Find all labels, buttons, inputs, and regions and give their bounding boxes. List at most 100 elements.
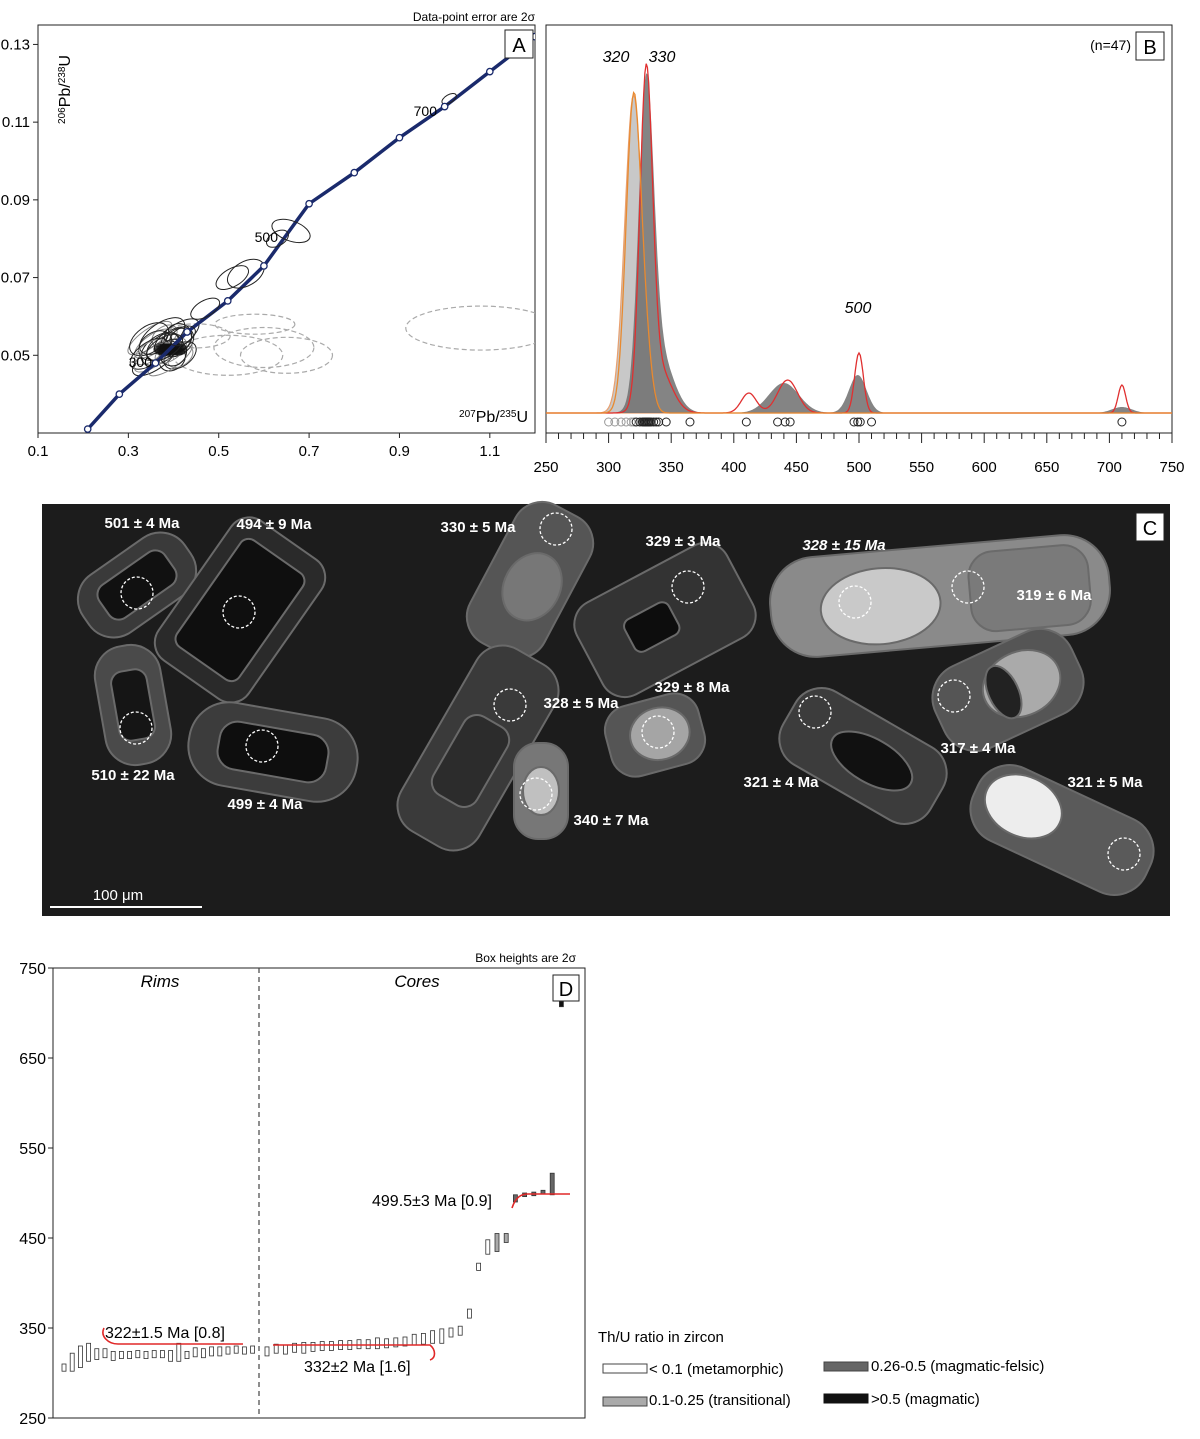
age-box	[439, 1328, 445, 1344]
concordant-ellipse	[271, 218, 311, 244]
age-dot	[685, 417, 695, 427]
mean-label-rims: 322±1.5 Ma [0.8]	[105, 1325, 225, 1342]
age-box	[233, 1345, 239, 1354]
sample-count: (n=47)	[1090, 37, 1131, 53]
mean-label-500: 499.5±3 Ma [0.9]	[372, 1193, 492, 1210]
panel-b: 250 300 350 400 450 500 550 600 650 700 750 320 33…	[533, 24, 1185, 476]
analysis-spot	[245, 729, 279, 763]
age-label-494: 494 ± 9 Ma	[237, 516, 313, 533]
age-box	[549, 1172, 555, 1196]
legend-label-magmatic: >0.5 (magmatic)	[871, 1391, 980, 1408]
cores-label: Cores	[394, 972, 440, 991]
x-tick-label: 300	[596, 459, 621, 476]
analysis-spot	[641, 715, 675, 749]
panel-b-letter: B	[1143, 37, 1156, 59]
age-box	[559, 1000, 564, 1008]
age-dot	[616, 417, 626, 427]
age-dot	[629, 417, 639, 427]
analysis-spot	[493, 688, 527, 722]
analysis-spot	[119, 711, 153, 745]
y-tick-label: 450	[19, 1231, 46, 1248]
concordia-marker	[260, 262, 268, 270]
peak-label-320: 320	[603, 49, 630, 66]
legend-swatch-felsic	[823, 1361, 869, 1372]
age-box	[466, 1308, 472, 1319]
y-tick-label: 0.07	[1, 270, 30, 287]
age-dot	[780, 417, 790, 427]
concordant-ellipse	[169, 325, 196, 347]
age-box	[209, 1346, 215, 1357]
concordia-marker	[440, 102, 449, 111]
legend-label-transitional: 0.1-0.25 (transitional)	[649, 1392, 791, 1409]
age-box	[119, 1351, 124, 1360]
concordia-marker	[223, 297, 232, 305]
age-box	[200, 1348, 206, 1359]
panel-c-letter-box	[1135, 512, 1165, 542]
x-tick-label: 700	[1097, 459, 1122, 476]
y-tick-label: 750	[19, 961, 46, 978]
panel-a: Data-point error are 2σ 0.1 0.3 0.5 0.7 0.9 1…	[1, 10, 536, 460]
age-box	[192, 1347, 198, 1358]
legend-title: Th/U ratio in zircon	[598, 1329, 724, 1346]
age-box	[393, 1337, 399, 1348]
zircon-grains	[76, 500, 1155, 896]
age-dot	[626, 417, 636, 427]
y-tick-label: 0.05	[1, 347, 30, 364]
age-dot	[773, 417, 783, 427]
age-box	[127, 1351, 132, 1360]
x-axis-title: 207Pb/235U	[459, 409, 528, 427]
age-dot	[610, 417, 620, 427]
age-box	[457, 1325, 463, 1336]
analysis-spot	[222, 595, 256, 629]
analysis-spot	[671, 570, 705, 604]
age-label-499: 499 ± 4 Ma	[228, 796, 304, 813]
panel-d: Box heights are 2σ Rims Cores 750 650 550 4…	[19, 951, 1044, 1428]
panel-a-letter-box	[504, 29, 534, 59]
age-label-329b: 329 ± 8 Ma	[655, 679, 731, 696]
age-boxes	[61, 1000, 564, 1372]
age-box	[292, 1342, 298, 1353]
analysis-spot	[951, 570, 985, 604]
concordia-marker	[350, 168, 359, 177]
x-tick-label: 0.3	[118, 443, 139, 460]
age-label-317: 317 ± 4 Ma	[941, 740, 1017, 757]
x-tick-label: 250	[533, 459, 558, 476]
x-tick-label: 0.7	[299, 443, 320, 460]
discordant-ellipse	[239, 336, 334, 374]
concordant-ellipses	[145, 93, 457, 362]
age-box	[86, 1342, 91, 1362]
legend-swatch-metamorphic	[602, 1363, 648, 1374]
age-box	[176, 1342, 182, 1362]
age-box	[217, 1346, 223, 1357]
panel-d-letter: D	[559, 979, 573, 1001]
age-dots	[604, 417, 1127, 427]
y-tick-label: 550	[19, 1141, 46, 1158]
y-tick-label: 650	[19, 1051, 46, 1068]
discordant-ellipse	[214, 313, 296, 335]
age-box	[328, 1341, 334, 1351]
age-box	[310, 1342, 316, 1352]
panel-a-frame	[37, 24, 536, 434]
age-box	[61, 1363, 67, 1372]
concordant-ellipse	[227, 258, 265, 289]
analysis-spots	[119, 512, 1141, 871]
concordia-age-markers	[83, 32, 535, 433]
age-label-330: 330 ± 5 Ma	[441, 519, 517, 536]
ellipse-cluster	[127, 317, 200, 377]
age-box	[102, 1348, 108, 1359]
x-tick-label: 0.9	[389, 443, 410, 460]
age-label-501: 501 ± 4 Ma	[105, 515, 181, 532]
age-box	[485, 1239, 491, 1255]
age-dot	[651, 417, 661, 427]
rims-label: Rims	[141, 972, 180, 991]
y-axis-title: 206Pb/238U	[57, 55, 75, 124]
analysis-spot	[1107, 837, 1141, 871]
analysis-spot	[120, 576, 154, 610]
concordia-label-300: 300	[129, 354, 153, 370]
analysis-spot	[838, 585, 872, 619]
x-tick-label: 1.1	[479, 443, 500, 460]
mean-line-cores	[273, 1344, 436, 1361]
mean-line-500	[511, 1193, 570, 1209]
age-box	[110, 1351, 116, 1361]
